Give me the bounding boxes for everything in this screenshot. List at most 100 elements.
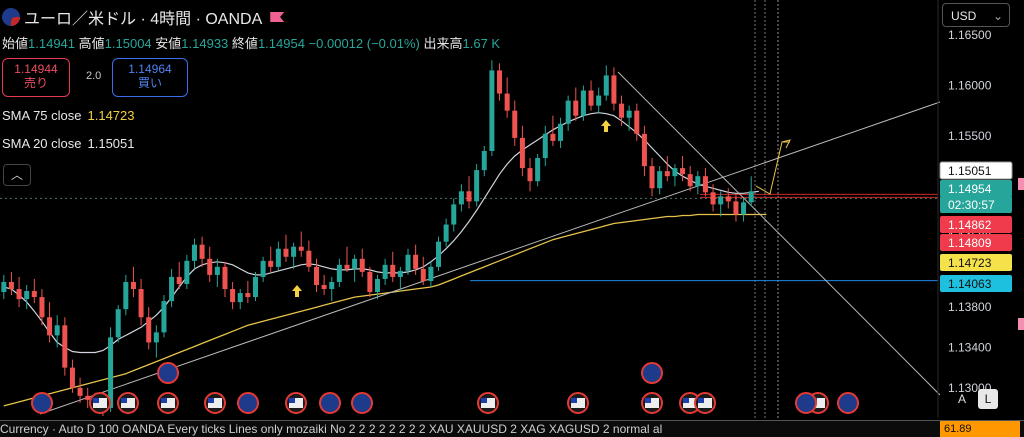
us-flag-canton [698,398,704,403]
candle-body [138,289,144,318]
candle-body [191,244,197,261]
candle-body [680,168,686,175]
candle-body [375,278,380,293]
trendline-up [39,101,941,415]
buy-signal-arrow-icon [601,120,611,132]
candle-body [291,246,297,257]
us-flag-stripes [121,398,135,408]
candle-body [619,103,625,118]
buy-signal-arrow-icon [292,285,302,297]
sma75-legend[interactable]: SMA 75 close 1.14723 [2,108,135,123]
candle-body [504,93,510,111]
candle-body [108,337,114,408]
price-label-sma20: 1.15051 [948,164,992,178]
projection-arrow [755,141,790,195]
candle-body [1,281,7,293]
us-flag-stripes [811,398,825,408]
us-flag-stripes [161,398,175,408]
candle-body [275,248,281,267]
sma20-legend[interactable]: SMA 20 close 1.15051 [2,136,135,151]
candle-body [436,241,442,267]
candle-body [123,281,129,310]
candle-body [428,266,434,281]
us-flag-stripes [93,398,107,408]
candle-body [230,289,236,303]
candle-body [283,248,289,257]
price-label-last: 1.14954 [948,182,992,196]
candle-body [512,110,518,138]
price-label-sma75: 1.14723 [948,256,992,270]
price-label-box [940,196,1012,213]
candle-body [397,270,403,277]
candle-body [344,264,350,269]
trendline-down [617,71,941,396]
eu-flag-event-icon [31,392,53,414]
candle-body [54,325,60,336]
candle-body [664,171,670,177]
candle-body [451,204,457,225]
currency-select[interactable]: USD ⌄ [942,3,1010,27]
eu-flag-event-icon [157,362,179,384]
eu-flag-event-icon [837,392,859,414]
close-value: 1.14954 [257,36,305,51]
candle-body [245,293,251,298]
candle-body [69,367,75,388]
sell-label: 売り [23,76,48,90]
us-flag-canton [93,398,99,403]
footer-text: Currency · Auto D 100 OANDA Every ticks … [0,422,663,436]
price-label-level-red: 1.14862 [948,218,992,232]
candle-body [260,260,266,277]
us-flag-canton [571,398,577,403]
currency-label: USD [951,9,977,23]
candle-body [458,191,464,205]
candle-body [153,332,159,343]
candle-body [634,110,640,134]
buy-button[interactable]: 1.14964 買い [112,58,188,97]
candle-body [16,289,22,300]
candle-body [420,268,426,281]
us-flag-canton [481,398,487,403]
us-flag-canton [161,398,167,403]
eu-flag-event-icon [237,392,259,414]
candle-body [405,254,411,271]
log-scale-button[interactable]: L [978,389,998,409]
sell-button[interactable]: 1.14944 売り [2,58,70,97]
us-flag-stripes [698,398,712,408]
sell-price: 1.14944 [14,62,58,76]
candle-body [497,70,503,94]
eu-flag-event-icon [319,392,341,414]
candle-body [252,276,258,298]
y-tick-label: 1.16500 [948,28,992,42]
collapse-legend-button[interactable]: ︿ [3,164,31,186]
bookmark-icon[interactable] [270,12,285,22]
price-label-box [940,275,1012,292]
open-value: 1.14941 [28,36,76,51]
candle-body [519,137,525,169]
candle-body [214,266,220,275]
candle-body [306,250,312,267]
candle-body [565,100,571,124]
candle-body [382,264,388,279]
price-label-level-cyan: 1.14063 [948,277,992,291]
buy-price: 1.14964 [128,62,172,76]
auto-scale-button[interactable]: A [957,392,966,406]
sma75-value: 1.14723 [87,108,135,123]
chevron-up-icon: ︿ [10,168,23,182]
candle-body [580,90,586,116]
open-label: 始値 [2,36,29,51]
sma75-line [3,213,767,407]
us-flag-canton [121,398,127,403]
change-value: −0.00012 (−0.01%) [308,36,420,51]
candle-body [359,258,365,272]
high-label: 高値 [78,36,105,51]
candle-body [62,325,68,368]
price-label-box [940,216,1012,233]
candle-body [535,158,541,182]
candle-body [8,281,14,290]
candle-body [329,281,335,290]
candle-body [641,133,647,167]
candle-body [85,395,91,400]
symbol-title[interactable]: ユーロ／米ドル · 4時間 · OANDA [24,11,263,28]
y-tick-label: 1.13800 [948,300,992,314]
